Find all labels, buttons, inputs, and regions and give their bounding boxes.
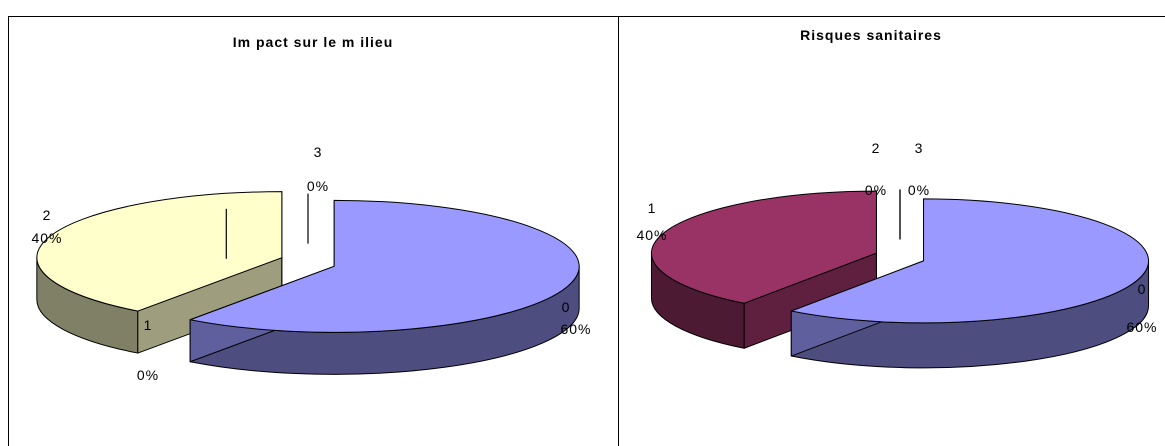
chart-title: Im pact sur le m ilieu [233,34,394,50]
slice-percent-label: 60% [560,321,591,337]
pie-chart: 0 60% 1 0% 2 40% 3 0% [31,144,591,383]
pie-chart: 0 60% 1 40% 2 0% 3 0% [636,140,1157,369]
slice-percent-label: 0% [307,178,329,194]
slice-category-label: 3 [314,144,323,160]
slice-percent-label: 0% [137,367,159,383]
slice-category-label: 2 [872,140,881,156]
chart-title: Risques sanitaires [800,27,942,43]
slice-percent-label: 60% [1126,319,1157,335]
slice-percent-label: 0% [908,182,930,198]
slice-percent-label: 40% [31,230,62,246]
slice-category-label: 3 [915,140,924,156]
slice-top [189,199,580,333]
slice-top [36,191,283,312]
slice-category-label: 1 [648,200,657,216]
slice-percent-label: 40% [636,227,667,243]
slice-category-label: 1 [144,317,153,333]
slice-top [790,198,1150,324]
slice-category-label: 0 [1138,281,1147,297]
chart-panel-impact: Im pact sur le m ilieu 0 60% 1 0% 2 40% 3 0% [8,16,619,446]
slice-category-label: 0 [562,299,571,315]
slice-percent-label: 0% [865,182,887,198]
slice-category-label: 2 [43,207,52,223]
pie-slice-0 [790,198,1150,369]
pie-slice-2 [36,191,283,354]
pie-slice-1 [650,190,877,349]
pie-slice-0 [189,199,580,375]
chart-panel-risques: Risques sanitaires 0 60% 1 40% 2 0% 3 0% [618,16,1165,446]
slice-top [650,190,877,304]
